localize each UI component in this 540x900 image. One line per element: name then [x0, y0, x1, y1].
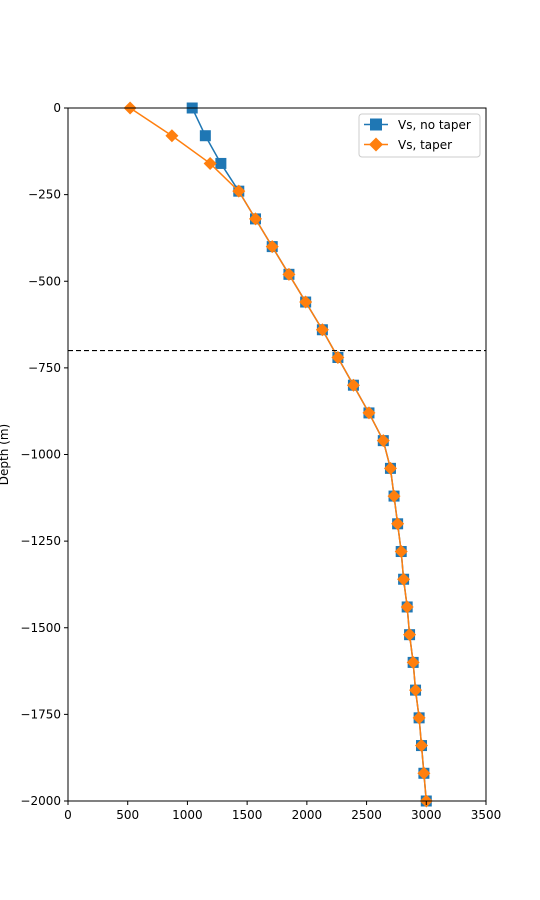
data-point-diamond	[415, 739, 429, 753]
data-point-diamond	[203, 156, 217, 170]
y-axis-label: Depth (m)	[0, 424, 11, 485]
data-point-diamond	[403, 628, 417, 642]
x-tick-label: 1500	[232, 808, 263, 822]
legend: Vs, no taper Vs, taper	[358, 113, 481, 158]
data-point-diamond	[400, 600, 414, 614]
legend-label-taper: Vs, taper	[398, 138, 452, 152]
x-axis-ticks: 0 500 1000 1500 2000 2500 3000 3500	[64, 801, 501, 822]
data-point-diamond	[265, 240, 279, 254]
legend-marker-no-taper	[370, 118, 382, 131]
x-tick-label: 3000	[411, 808, 442, 822]
y-tick-label: −1500	[20, 621, 61, 635]
data-point-diamond	[394, 545, 408, 559]
x-tick-label: 3500	[471, 808, 502, 822]
data-point-diamond	[315, 323, 329, 337]
legend-marker-taper	[369, 137, 383, 152]
y-tick-label: −1250	[20, 534, 61, 548]
data-point-square	[199, 130, 211, 142]
legend-label-no-taper: Vs, no taper	[398, 118, 471, 132]
data-point-square	[215, 157, 227, 169]
data-point-diamond	[282, 267, 296, 281]
data-point-diamond	[165, 129, 179, 143]
y-tick-label: −500	[28, 274, 61, 288]
data-point-diamond	[391, 517, 405, 531]
y-tick-label: 0	[53, 101, 61, 115]
data-point-diamond	[362, 406, 376, 420]
legend-box	[358, 113, 481, 158]
x-tick-label: 2000	[292, 808, 323, 822]
data-point-diamond	[387, 489, 401, 503]
data-point-diamond	[299, 295, 313, 309]
x-tick-label: 500	[116, 808, 139, 822]
x-tick-label: 0	[64, 808, 72, 822]
data-point-diamond	[232, 184, 246, 198]
y-axis-ticks: 0 −250 −500 −750 −1000 −1250 −1500 −1750 −2000	[20, 101, 68, 808]
x-tick-label: 1000	[172, 808, 203, 822]
y-tick-label: −2000	[20, 794, 61, 808]
data-point-diamond	[249, 212, 263, 226]
data-point-diamond	[417, 766, 431, 780]
data-point-diamond	[376, 434, 390, 448]
data-point-diamond	[383, 461, 397, 475]
data-point-diamond	[412, 711, 426, 725]
data-point-diamond	[397, 572, 411, 586]
data-point-diamond	[409, 683, 423, 697]
data-point-diamond	[346, 378, 360, 392]
data-point-diamond	[406, 655, 420, 669]
y-tick-label: −1750	[20, 707, 61, 721]
x-tick-label: 2500	[351, 808, 382, 822]
y-tick-label: −250	[28, 188, 61, 202]
y-tick-label: −750	[28, 361, 61, 375]
y-tick-label: −1000	[20, 448, 61, 462]
data-point-diamond	[331, 350, 345, 364]
